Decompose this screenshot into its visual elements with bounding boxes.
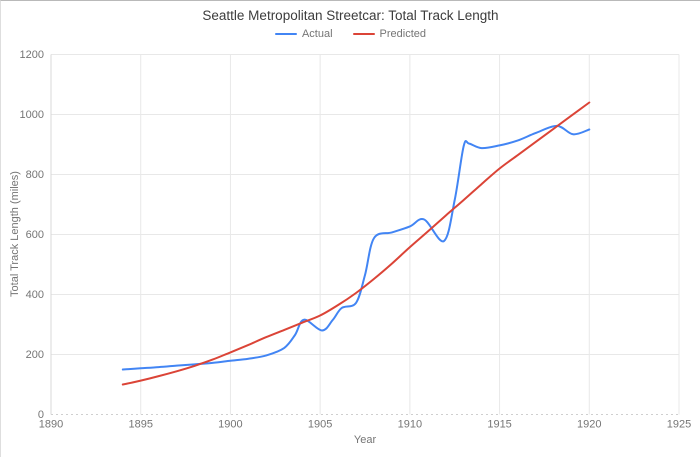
y-tick-label: 0 — [38, 409, 44, 421]
x-axis-title: Year — [353, 434, 377, 446]
legend-label-actual: Actual — [301, 28, 333, 40]
legend-item-predicted[interactable]: Predicted — [352, 28, 427, 40]
chart-title: Seattle Metropolitan Streetcar: Total Tr… — [202, 8, 499, 23]
x-tick-label: 1900 — [218, 419, 242, 431]
x-tick-label: 1925 — [667, 419, 691, 431]
y-tick-label: 800 — [26, 169, 44, 181]
series-line-actual — [121, 124, 591, 371]
y-tick-label: 400 — [26, 289, 44, 301]
legend-label-predicted: Predicted — [379, 28, 427, 40]
x-tick-label: 1910 — [398, 419, 422, 431]
x-tick-label: 1890 — [39, 419, 63, 431]
x-tick-label: 1915 — [487, 419, 511, 431]
y-tick-label: 200 — [26, 349, 44, 361]
legend-swatch-actual-icon — [274, 32, 297, 36]
chart-legend: Actual Predicted — [1, 28, 700, 40]
series-line-predicted — [121, 101, 591, 386]
x-tick-label: 1920 — [577, 419, 601, 431]
y-tick-label: 1200 — [20, 49, 44, 61]
legend-item-actual[interactable]: Actual — [274, 28, 333, 40]
y-tick-label: 600 — [26, 229, 44, 241]
legend-swatch-predicted-icon — [352, 32, 375, 36]
x-tick-label: 1905 — [308, 419, 332, 431]
x-tick-label: 1895 — [128, 419, 152, 431]
y-tick-label: 1000 — [20, 109, 44, 121]
